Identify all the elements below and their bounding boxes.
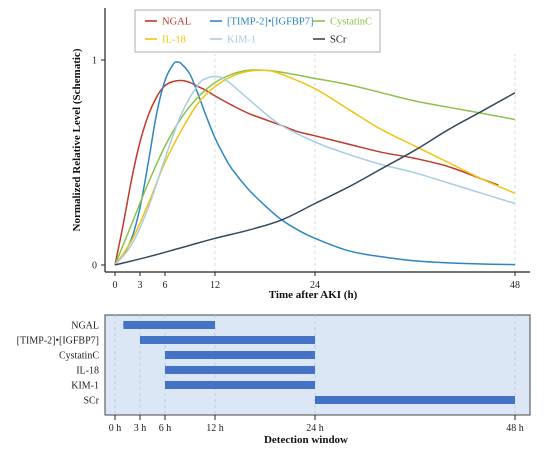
series-line-5 <box>114 92 516 266</box>
series-line-0 <box>114 79 499 266</box>
timeline-tick-label: 6 h <box>159 423 172 434</box>
window-bar <box>165 351 315 359</box>
detection-window-chart: NGAL [TIMP-2]•[IGFBP7] CystatinC IL-18 KIM-1… <box>17 314 531 446</box>
x-tick-label: 24 <box>310 280 320 291</box>
window-bar <box>165 366 315 374</box>
timeline-tick-label: 48 h <box>506 423 524 434</box>
legend: NGAL [TIMP-2]•[IGFBP7] CystatinC IL-18 KIM-1… <box>134 9 381 53</box>
x-tick-label: 6 <box>163 280 168 291</box>
legend-label: [TIMP-2]•[IGFBP7] <box>227 17 314 28</box>
legend-label: NGAL <box>162 17 191 28</box>
legend-label: CystatinC <box>330 17 372 28</box>
window-bar <box>123 321 215 329</box>
x-tick-label: 48 <box>510 280 520 291</box>
window-bar <box>140 336 315 344</box>
timeline-tick-label: 12 h <box>206 423 224 434</box>
x-tick-label: 3 <box>138 280 143 291</box>
series-line-4 <box>114 75 516 266</box>
window-row-label: KIM-1 <box>71 381 99 392</box>
y-axis-title: Normalized Relative Level (Schematic) <box>71 48 83 231</box>
window-row-label: IL-18 <box>76 366 99 377</box>
legend-box <box>134 9 381 53</box>
line-chart: 0 3 6 12 24 48 0 1 Time after AKI (h) Normalize… <box>71 8 530 301</box>
window-bar <box>315 396 515 404</box>
y-tick-label: 1 <box>92 56 97 67</box>
series-line-1 <box>114 61 516 266</box>
timeline-tick-label: 3 h <box>134 423 147 434</box>
x-tick-label: 12 <box>210 280 220 291</box>
legend-label: SCr <box>330 35 347 46</box>
series-line-3 <box>114 69 516 266</box>
window-row-label: CystatinC <box>59 351 99 362</box>
window-row-label: NGAL <box>71 321 99 332</box>
legend-label: KIM-1 <box>227 35 256 46</box>
window-row-label: SCr <box>83 396 99 407</box>
bottom-x-axis-title: Detection window <box>264 434 348 446</box>
timeline-tick-label: 24 h <box>306 423 324 434</box>
timeline-tick-label: 0 h <box>109 423 122 434</box>
y-tick-label: 0 <box>92 261 97 272</box>
window-row-label: [TIMP-2]•[IGFBP7] <box>17 336 99 347</box>
window-bar <box>165 381 315 389</box>
x-tick-label: 0 <box>113 280 118 291</box>
x-axis-title: Time after AKI (h) <box>269 289 358 301</box>
legend-label: IL-18 <box>162 35 186 46</box>
